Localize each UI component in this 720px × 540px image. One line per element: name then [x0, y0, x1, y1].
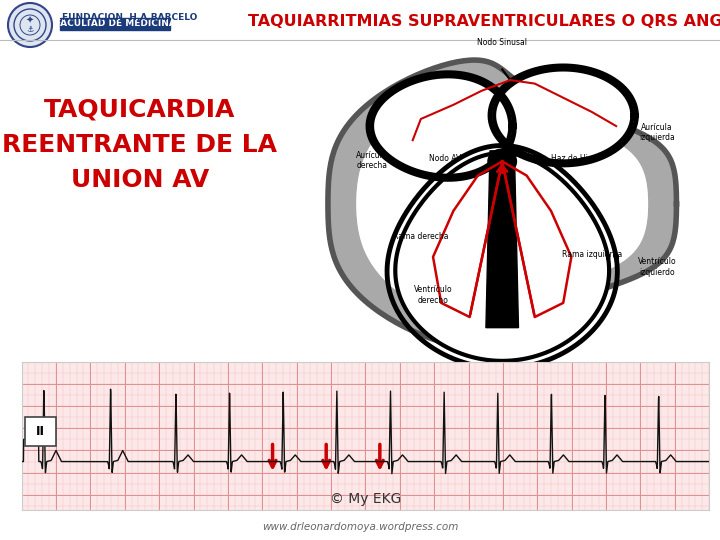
Text: Rama izquierda: Rama izquierda	[562, 250, 622, 259]
Text: Rama derecha: Rama derecha	[393, 232, 449, 241]
Text: FACULTAD DE MEDICINA: FACULTAD DE MEDICINA	[55, 19, 176, 29]
Text: ⚓: ⚓	[26, 24, 34, 33]
Polygon shape	[357, 85, 647, 323]
Text: FUNDACION  H.A.BARCELO: FUNDACION H.A.BARCELO	[62, 14, 197, 23]
Polygon shape	[328, 60, 677, 348]
Text: © My EKG: © My EKG	[330, 492, 401, 506]
Text: Haz de His: Haz de His	[551, 154, 592, 164]
Text: UNION AV: UNION AV	[71, 168, 209, 192]
Polygon shape	[357, 85, 647, 323]
Text: Aurícula
derecha: Aurícula derecha	[356, 151, 388, 171]
Polygon shape	[395, 153, 609, 361]
Circle shape	[9, 4, 51, 46]
Text: TAQUIARRITMIAS SUPRAVENTRICULARES O QRS ANGOSTO: TAQUIARRITMIAS SUPRAVENTRICULARES O QRS …	[248, 14, 720, 29]
Text: Ventrículo
izquierdo: Ventrículo izquierdo	[637, 257, 676, 276]
Text: Nodo AV: Nodo AV	[429, 154, 462, 164]
Polygon shape	[372, 76, 510, 176]
Text: REENTRANTE DE LA: REENTRANTE DE LA	[2, 133, 277, 157]
Text: ✦: ✦	[26, 16, 34, 26]
Polygon shape	[494, 70, 632, 161]
Circle shape	[488, 149, 516, 174]
Text: II: II	[36, 425, 45, 438]
Text: Nodo Sinusal: Nodo Sinusal	[477, 38, 527, 46]
Text: Aurícula
izquierda: Aurícula izquierda	[639, 123, 675, 142]
Text: www.drleonardomoya.wordpress.com: www.drleonardomoya.wordpress.com	[262, 522, 458, 532]
Bar	[60, 18, 170, 30]
Polygon shape	[486, 151, 518, 328]
Bar	[25, 417, 56, 446]
Text: Ventrículo
derecho: Ventrículo derecho	[414, 286, 452, 305]
Text: TAQUICARDIA: TAQUICARDIA	[45, 98, 235, 122]
Polygon shape	[328, 60, 677, 348]
